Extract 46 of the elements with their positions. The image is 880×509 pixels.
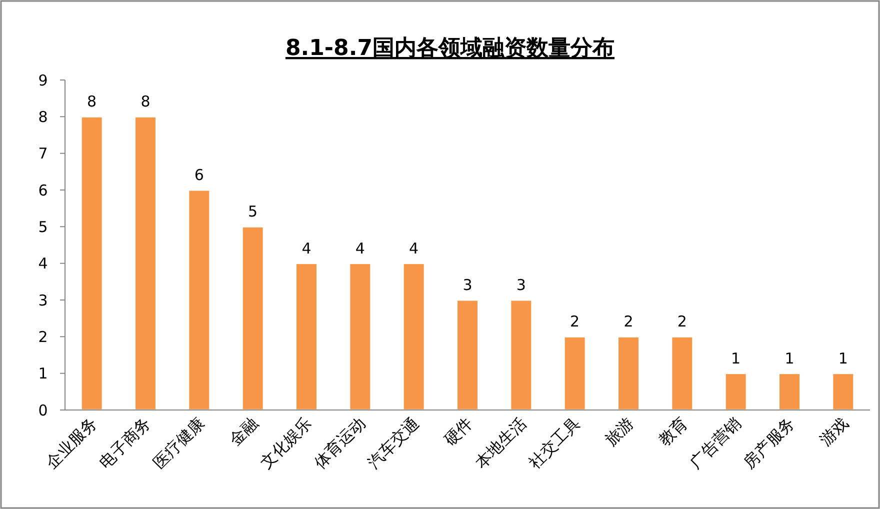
data-label: 8: [87, 92, 97, 111]
bar: [778, 372, 801, 411]
data-label: 4: [355, 239, 365, 258]
bar: [241, 226, 264, 411]
x-tick-label: 硬件: [440, 413, 476, 450]
y-tick-label: 7: [38, 144, 48, 163]
data-label: 2: [570, 312, 580, 331]
data-label: 5: [248, 202, 258, 221]
y-tick-label: 1: [38, 364, 48, 383]
bar: [617, 336, 640, 411]
bar: [724, 372, 748, 411]
bar: [134, 116, 157, 411]
data-label: 1: [731, 349, 741, 368]
bar: [295, 262, 318, 411]
data-label: 1: [784, 349, 794, 368]
data-label: 3: [516, 276, 526, 294]
data-label: 4: [409, 239, 419, 258]
bar: [670, 336, 694, 411]
data-label: 6: [194, 166, 204, 184]
x-tick-label: 旅游: [601, 413, 638, 450]
x-tick-label: 医疗健康: [149, 413, 208, 472]
bar: [348, 262, 372, 411]
bar: [832, 372, 855, 411]
y-tick-label: 9: [38, 71, 48, 90]
bar: [80, 116, 104, 411]
x-tick-label: 金融: [226, 413, 262, 450]
bar: [456, 299, 479, 411]
data-label: 3: [462, 276, 472, 294]
data-label: 8: [140, 92, 150, 111]
bar: [563, 336, 586, 411]
y-tick-label: 6: [38, 181, 48, 200]
y-tick-label: 2: [38, 328, 48, 346]
chart-title: 8.1-8.7国内各领域融资数量分布: [285, 36, 615, 61]
bar: [188, 189, 211, 411]
bar: [510, 299, 533, 411]
x-tick-label: 游戏: [816, 413, 852, 450]
y-tick-label: 5: [38, 218, 48, 236]
y-tick-label: 4: [38, 254, 48, 273]
data-label: 4: [302, 239, 312, 258]
data-label: 2: [677, 312, 687, 331]
y-tick-label: 3: [38, 291, 48, 310]
data-label: 1: [838, 349, 848, 368]
y-tick-label: 0: [38, 401, 48, 420]
data-label: 2: [624, 312, 634, 331]
y-tick-label: 8: [38, 108, 48, 126]
bar: [402, 262, 426, 411]
